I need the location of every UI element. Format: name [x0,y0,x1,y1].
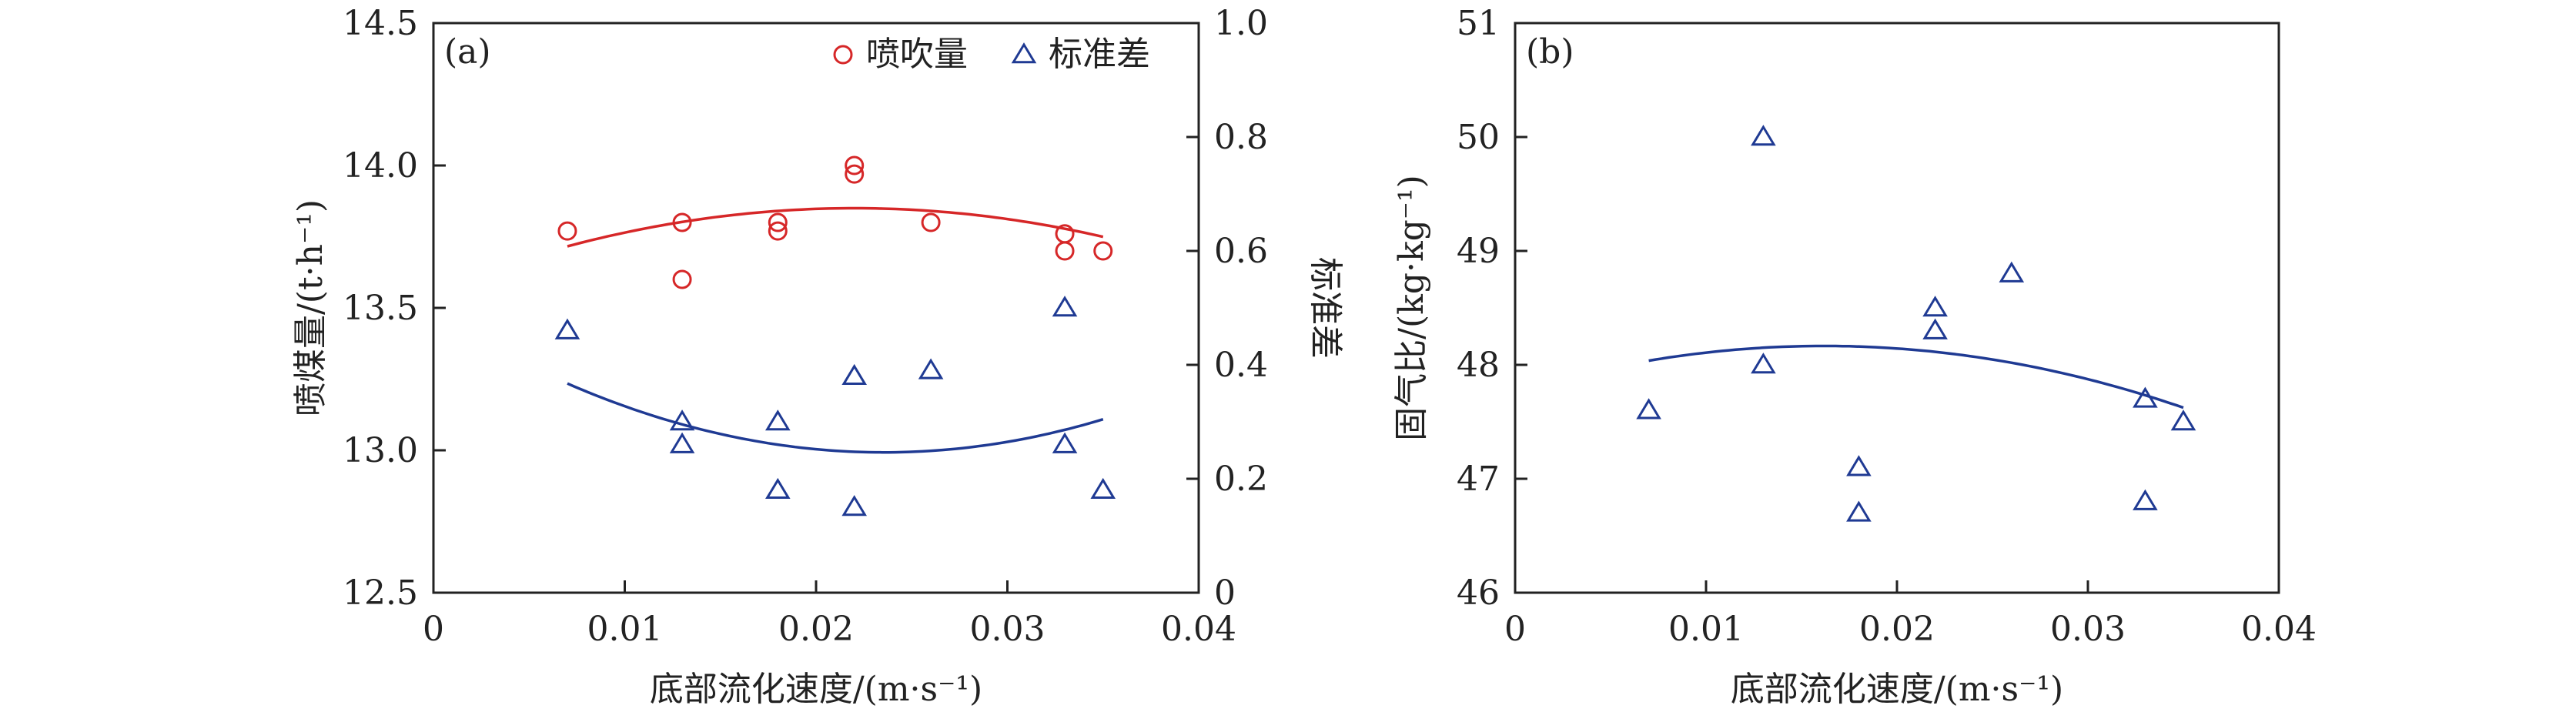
data-point [672,212,692,232]
y2-tick-label: 0 [1214,573,1236,613]
y-tick-label: 49 [1457,232,1500,271]
data-point [669,409,695,431]
x-tick-label: 0.03 [2050,610,2126,649]
y-axis-label: 喷煤量/(t·h⁻¹) [291,199,330,416]
data-point [1055,241,1075,261]
y2-tick-label: 0.2 [1214,460,1268,499]
series-2 [554,296,1116,516]
y-tick-label: 14.5 [343,4,418,43]
data-point [2170,409,2196,431]
y-axis-label: 固气比/(kg·kg⁻¹) [1392,175,1431,441]
y-tick-label: 13.0 [343,431,418,470]
x-tick-label: 0.04 [1161,610,1236,649]
x-tick-label: 0.02 [778,610,854,649]
data-point [554,318,580,339]
fit-curve [567,206,1104,248]
legend-marker-triangle [1011,42,1037,64]
data-point [1751,125,1776,146]
x-tick-label: 0.04 [2241,610,2317,649]
y2-axis-label: 标准差 [1306,257,1345,359]
x-tick-label: 0.01 [587,610,663,649]
data-point [1093,241,1113,261]
data-point [1052,432,1078,453]
y-tick-label: 47 [1457,460,1500,499]
y2-tick-label: 1.0 [1214,4,1268,43]
series-1 [1636,125,2196,522]
data-point [921,212,941,232]
y-tick-label: 46 [1457,573,1500,613]
data-point [1636,398,1661,420]
data-point [1846,500,1872,522]
data-point [1922,296,1948,317]
data-point [841,495,867,516]
y-tick-label: 13.5 [343,289,418,328]
y2-tick-label: 0.4 [1214,346,1268,385]
plot-frame [432,22,1200,594]
data-point [2133,386,2158,408]
data-point [1922,318,1948,339]
data-point [841,363,867,386]
data-point [669,432,695,453]
data-point [672,269,692,289]
x-axis-label: 底部流化速度/(m·s⁻¹) [650,670,982,709]
plot-frame [1514,22,2280,594]
x-tick-label: 0 [1504,610,1526,649]
data-point [768,212,788,232]
legend: 喷吹量 标准差 [833,35,1150,74]
panel-label: (a) [444,32,491,72]
data-point [557,221,577,241]
data-point [765,409,791,431]
fit-curve [567,382,1104,454]
data-point [1052,296,1078,317]
fit-curve [1648,344,2184,409]
x-tick-label: 0.03 [970,610,1045,649]
y-tick-label: 12.5 [343,573,418,613]
chart-panel-b: 0 0.01 0.02 0.03 0.04 46 47 48 49 50 51 底部流化速度/(m·s… [1392,4,2317,709]
data-point [1751,353,1776,374]
y-tick-label: 48 [1457,346,1500,385]
data-point [845,164,865,184]
x-tick-label: 0.01 [1668,610,1744,649]
data-point [1090,477,1116,500]
data-point [918,358,944,379]
series-1 [557,155,1113,289]
legend-label: 标准差 [1049,35,1150,74]
y2-tick-label: 0.6 [1214,232,1268,271]
x-tick-label: 0 [423,610,444,649]
y-tick-label: 50 [1457,118,1500,157]
data-point [1846,455,1872,476]
legend-label: 喷吹量 [866,35,968,74]
x-axis-label: 底部流化速度/(m·s⁻¹) [1731,670,2063,709]
data-point [845,155,865,175]
chart-panel-a: 0 0.01 0.02 0.03 0.04 12.5 13.0 13.5 14.0 14.5 0 0.… [291,4,1345,709]
data-point [2133,489,2158,510]
y-tick-label: 51 [1457,4,1500,43]
y-tick-label: 14.0 [343,146,418,186]
panel-label: (b) [1526,32,1574,72]
data-point [765,477,791,500]
data-point [768,221,788,241]
legend-marker-circle [833,45,853,65]
x-tick-label: 0.02 [1859,610,1935,649]
data-point [1999,261,2025,282]
y2-tick-label: 0.8 [1214,118,1268,157]
